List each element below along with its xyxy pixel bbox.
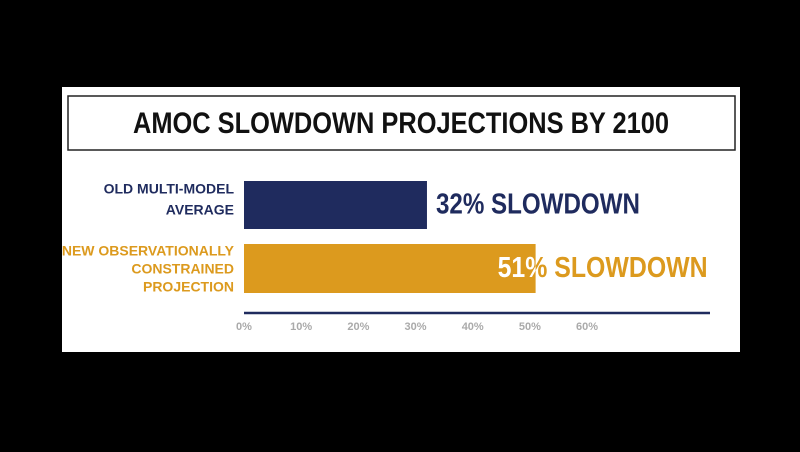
category-label: PROJECTION — [143, 279, 234, 295]
x-tick-label: 40% — [462, 321, 484, 333]
value-label: 51% SLOWDOWN — [498, 252, 708, 284]
category-label: CONSTRAINED — [131, 261, 234, 277]
bar — [244, 181, 427, 229]
bar — [244, 244, 536, 293]
category-label: AVERAGE — [166, 202, 234, 218]
title-box — [67, 95, 736, 151]
x-tick-label: 60% — [576, 321, 598, 333]
x-tick-label: 50% — [519, 321, 541, 333]
category-label: NEW OBSERVATIONALLY — [62, 243, 235, 259]
value-label-overlay: 51% SLOWDOWN — [498, 252, 708, 284]
x-tick-label: 10% — [290, 321, 312, 333]
x-tick-label: 30% — [405, 321, 427, 333]
category-label: OLD MULTI-MODEL — [104, 181, 235, 197]
value-label: 32% SLOWDOWN — [436, 189, 640, 221]
x-tick-label: 20% — [347, 321, 369, 333]
x-tick-label: 0% — [236, 321, 252, 333]
chart-title: AMOC SLOWDOWN PROJECTIONS BY 2100 — [133, 107, 669, 140]
